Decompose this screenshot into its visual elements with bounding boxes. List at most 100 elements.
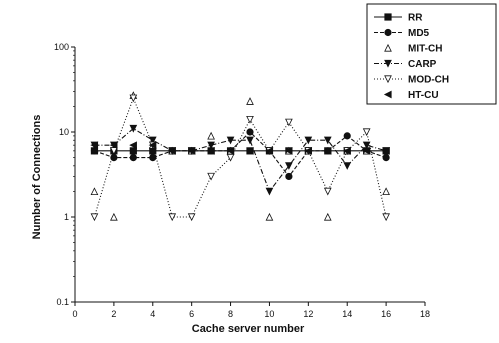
data-point-mod-ch bbox=[129, 94, 138, 103]
data-point-md5 bbox=[382, 153, 390, 162]
legend-item-carp: CARP bbox=[374, 59, 437, 70]
y-tick-label: 100 bbox=[54, 42, 69, 52]
data-point-mit-ch bbox=[110, 212, 118, 221]
data-point-carp bbox=[362, 141, 371, 150]
data-point-rr bbox=[129, 147, 137, 155]
data-point-carp bbox=[343, 162, 352, 170]
x-tick-label: 4 bbox=[150, 309, 155, 319]
legend: RR MD5 MIT-CH CARP MOD-CH HT-CU bbox=[366, 3, 497, 105]
series-line-mod-ch bbox=[93, 96, 387, 218]
y-tick-label: 1 bbox=[64, 212, 69, 222]
x-tick-label: 12 bbox=[303, 309, 313, 319]
series-line-carp bbox=[94, 127, 387, 193]
data-point-mod-ch bbox=[110, 147, 118, 155]
data-point-mod-ch bbox=[246, 115, 254, 124]
data-point-carp bbox=[246, 136, 254, 145]
data-point-mod-ch bbox=[187, 213, 196, 222]
legend-marker bbox=[384, 59, 392, 68]
data-point-carp bbox=[285, 162, 293, 170]
y-tick-label: 10 bbox=[59, 127, 69, 137]
x-axis-title: Cache server number bbox=[192, 323, 305, 335]
x-tick-label: 2 bbox=[111, 309, 116, 319]
y-ticks: 0.1 1 10 100 bbox=[54, 42, 75, 307]
legend-marker bbox=[383, 90, 392, 99]
data-point-mod-ch bbox=[285, 118, 293, 127]
legend-item-rr: RR bbox=[374, 13, 423, 24]
series-line-md5 bbox=[94, 131, 387, 178]
data-point-mod-ch bbox=[226, 153, 235, 162]
legend-item-mod-ch: MOD-CH bbox=[374, 75, 449, 86]
data-point-md5 bbox=[110, 153, 118, 162]
data-point-mit-ch bbox=[265, 212, 274, 221]
series-ht-cu bbox=[90, 141, 390, 155]
plot-area: 0 2 4 6 8 10 12 14 16 18 0.1 1 10 100 bbox=[54, 42, 430, 319]
legend-marker bbox=[384, 75, 392, 84]
y-axis-title: Number of Connections bbox=[31, 115, 43, 240]
legend-label: MIT-CH bbox=[408, 44, 442, 55]
data-point-mit-ch bbox=[90, 187, 99, 196]
data-point-mod-ch bbox=[323, 187, 332, 196]
legend-label: MOD-CH bbox=[408, 75, 449, 86]
data-point-ht-cu bbox=[382, 147, 390, 155]
x-tick-label: 8 bbox=[228, 309, 233, 319]
x-tick-label: 6 bbox=[189, 309, 194, 319]
data-point-mod-ch bbox=[362, 128, 371, 137]
legend-marker bbox=[384, 28, 392, 37]
data-point-ht-cu bbox=[265, 147, 274, 155]
series-layer bbox=[90, 91, 390, 222]
data-point-ht-cu bbox=[109, 141, 118, 150]
data-point-carp bbox=[129, 124, 138, 133]
legend-item-md5: MD5 bbox=[374, 28, 430, 39]
data-point-carp bbox=[226, 136, 235, 145]
data-point-ht-cu bbox=[207, 147, 215, 155]
x-tick-label: 14 bbox=[342, 309, 352, 319]
data-point-md5 bbox=[343, 132, 351, 140]
legend-item-mit-ch: MIT-CH bbox=[384, 43, 442, 55]
data-point-mit-ch bbox=[246, 97, 254, 105]
data-point-mod-ch bbox=[90, 213, 99, 222]
x-ticks: 0 2 4 6 8 10 12 14 16 18 bbox=[72, 302, 430, 319]
legend-label: CARP bbox=[408, 59, 437, 70]
legend-items: RR MD5 MIT-CH CARP MOD-CH HT-CU bbox=[374, 13, 449, 101]
legend-label: MD5 bbox=[408, 28, 430, 39]
data-point-mod-ch bbox=[168, 213, 177, 222]
x-tick-label: 0 bbox=[72, 309, 77, 319]
data-point-mod-ch bbox=[207, 172, 215, 181]
data-point-ht-cu bbox=[168, 147, 176, 155]
data-point-ht-cu bbox=[362, 147, 371, 155]
data-point-carp bbox=[304, 136, 313, 145]
data-point-ht-cu bbox=[304, 147, 312, 155]
y-tick-label: 0.1 bbox=[56, 297, 69, 307]
data-point-ht-cu bbox=[226, 147, 235, 155]
legend-box bbox=[366, 3, 497, 105]
data-point-md5 bbox=[149, 153, 157, 162]
data-point-ht-cu bbox=[245, 147, 254, 155]
data-point-mit-ch bbox=[207, 131, 215, 140]
data-point-mit-ch bbox=[382, 187, 390, 196]
legend-marker bbox=[384, 13, 392, 21]
data-point-ht-cu bbox=[129, 141, 137, 150]
data-point-ht-cu bbox=[90, 141, 99, 150]
data-point-ht-cu bbox=[343, 147, 351, 155]
x-tick-label: 18 bbox=[420, 309, 430, 319]
x-tick-label: 16 bbox=[381, 309, 391, 319]
legend-label: HT-CU bbox=[408, 90, 439, 101]
data-point-md5 bbox=[285, 172, 293, 181]
data-point-ht-cu bbox=[148, 141, 157, 150]
data-point-ht-cu bbox=[323, 147, 332, 155]
x-tick-label: 10 bbox=[264, 309, 274, 319]
data-point-mit-ch bbox=[323, 212, 332, 221]
data-point-ht-cu bbox=[187, 147, 196, 155]
data-point-carp bbox=[207, 141, 215, 150]
legend-item-ht-cu: HT-CU bbox=[383, 90, 439, 101]
data-point-carp bbox=[148, 136, 157, 145]
data-point-carp bbox=[323, 136, 332, 145]
data-point-mod-ch bbox=[382, 213, 390, 222]
data-point-carp bbox=[265, 187, 274, 196]
data-point-ht-cu bbox=[284, 147, 293, 155]
legend-marker bbox=[384, 43, 392, 52]
legend-label: RR bbox=[408, 13, 423, 24]
data-point-md5 bbox=[129, 153, 137, 162]
data-point-md5 bbox=[246, 128, 254, 136]
